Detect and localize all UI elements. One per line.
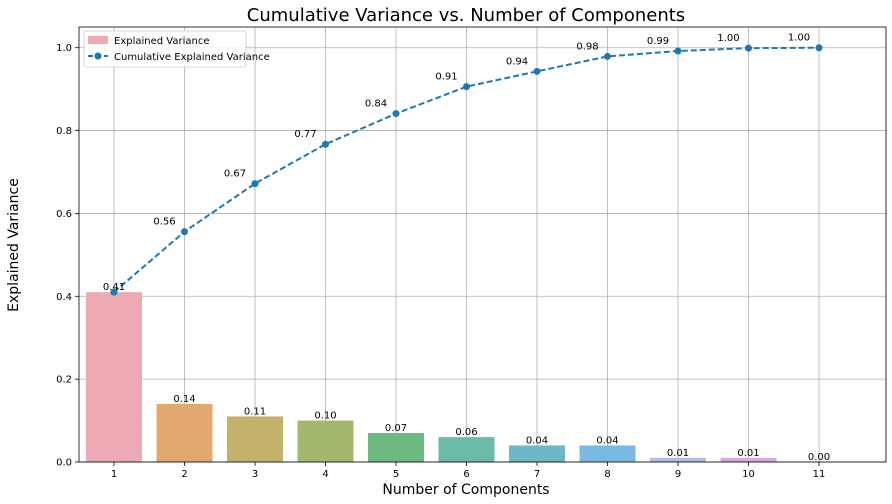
y-tick-label: 0.6 [56, 209, 72, 220]
cumulative-point [181, 228, 188, 236]
x-axis-label: Number of Components [382, 482, 549, 498]
x-tick-label: 8 [604, 469, 610, 480]
bar [650, 457, 706, 462]
x-tick-label: 3 [252, 469, 258, 480]
cumulative-value-label: 0.99 [647, 36, 669, 47]
legend-label-explained: Explained Variance [114, 36, 209, 47]
cumulative-value-label: 0.91 [435, 72, 457, 83]
cumulative-value-label: 0.94 [506, 56, 528, 67]
bar [438, 437, 495, 462]
x-tick-label: 10 [742, 469, 755, 480]
cumulative-value-label: 0.56 [153, 217, 175, 228]
cumulative-value-label: 0.77 [294, 129, 316, 140]
x-tick-label: 7 [534, 469, 540, 480]
bar-value-label: 0.41 [103, 282, 125, 293]
x-tick-label: 2 [181, 469, 187, 480]
bar-value-label: 0.01 [737, 448, 759, 459]
bar [579, 445, 636, 462]
x-tick-label: 9 [675, 469, 681, 480]
x-tick-label: 1 [111, 469, 117, 480]
x-tick-label: 6 [463, 469, 469, 480]
bar [720, 457, 777, 462]
bar [297, 420, 354, 462]
bar-value-label: 0.07 [385, 423, 407, 434]
bar [156, 404, 213, 462]
x-tick-label: 4 [322, 469, 328, 480]
cumulative-point [251, 180, 259, 188]
cumulative-point [604, 52, 611, 60]
y-tick-label: 0.4 [56, 292, 72, 303]
legend-swatch-explained [88, 36, 108, 44]
plot-frame [78, 26, 887, 463]
y-axis-label: Explained Variance [6, 178, 22, 312]
legend: Explained Variance Cumulative Explained … [83, 30, 270, 68]
bar [368, 433, 424, 462]
cumulative-point [533, 67, 541, 75]
chart-title: Cumulative Variance vs. Number of Compon… [247, 5, 685, 26]
bar-value-label: 0.01 [667, 448, 689, 459]
y-tick-label: 0.2 [56, 375, 72, 386]
legend-box [83, 30, 247, 68]
legend-label-cumulative: Cumulative Explained Variance [114, 52, 270, 63]
cumulative-point [463, 83, 470, 91]
bar-value-label: 0.04 [596, 435, 618, 446]
cumulative-value-label: 1.00 [788, 33, 810, 44]
cumulative-point [674, 47, 682, 55]
bar-value-label: 0.11 [244, 406, 266, 417]
x-tick-label: 11 [813, 469, 826, 480]
cumulative-value-label: 0.84 [365, 99, 387, 110]
bar-value-label: 0.00 [808, 452, 830, 463]
bar-value-label: 0.06 [455, 427, 477, 438]
ticks: 1 2 3 4 5 6 7 8 9 10 11 0.0 0.2 0.4 0.6 0.8 1.0 [56, 43, 825, 480]
cumulative-value-label: 1.00 [717, 33, 739, 44]
cumulative-line-path [113, 46, 820, 293]
cumulative-point [745, 44, 752, 52]
bar [509, 445, 565, 462]
bar-value-label: 0.14 [173, 394, 195, 405]
bars [86, 292, 777, 462]
bar-value-label: 0.10 [314, 411, 336, 422]
cumulative-point [815, 44, 823, 52]
x-tick-label: 5 [393, 469, 399, 480]
cumulative-point [110, 288, 118, 296]
cumulative-point [392, 110, 400, 118]
bar [86, 292, 142, 462]
y-tick-label: 1.0 [56, 43, 72, 54]
cumulative-line [110, 44, 823, 296]
cumulative-point [322, 140, 329, 148]
y-tick-label: 0.0 [56, 458, 72, 469]
cumulative-value-label: 0.67 [224, 169, 246, 180]
legend-swatch-cumulative-marker [94, 52, 102, 60]
y-tick-label: 0.8 [56, 126, 72, 137]
data-labels: 0.41 0.14 0.11 0.10 0.07 0.06 0.04 0.04 0.01 0.01… [103, 33, 830, 463]
bar-value-label: 0.04 [526, 435, 548, 446]
bar [227, 416, 283, 462]
cumulative-value-label: 0.98 [576, 41, 598, 52]
grid [79, 27, 886, 463]
